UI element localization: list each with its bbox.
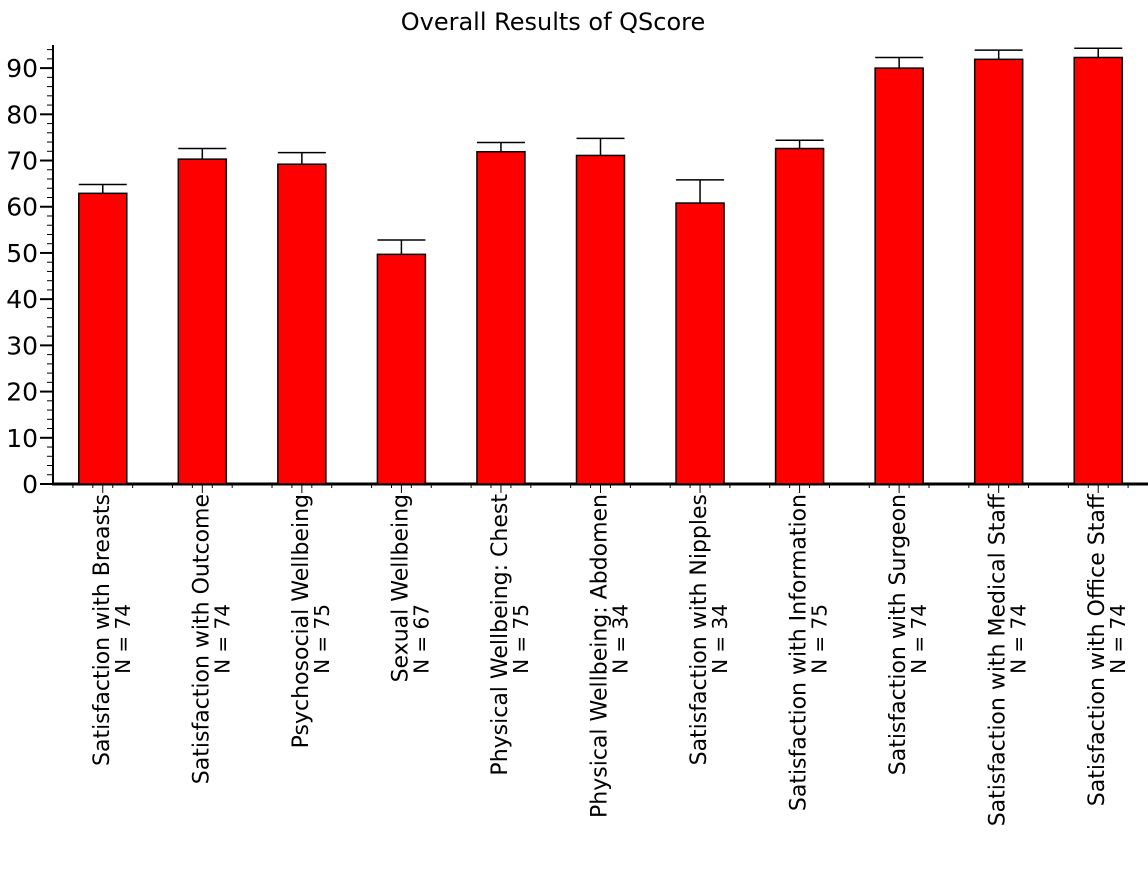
- bar: [476, 150, 526, 485]
- bar: [1073, 56, 1123, 485]
- bar: [575, 154, 626, 485]
- bar: [675, 202, 725, 485]
- y-tick-label: 30: [6, 331, 38, 360]
- bar: [874, 67, 924, 485]
- n-label: N = 75: [808, 604, 832, 674]
- n-label: N = 67: [409, 604, 433, 674]
- y-tick-label: 40: [6, 285, 38, 314]
- category-label: Psychosocial Wellbeing: [289, 494, 314, 748]
- n-label: N = 74: [1106, 604, 1130, 674]
- n-label: N = 74: [111, 604, 135, 674]
- bar: [973, 58, 1024, 485]
- y-tick-label: 50: [6, 239, 38, 268]
- error-bars: [78, 47, 1123, 255]
- n-label: N = 34: [708, 604, 732, 674]
- n-label: N = 74: [907, 604, 931, 674]
- bar: [78, 192, 128, 485]
- y-tick-label: 80: [6, 100, 38, 129]
- category-label: Sexual Wellbeing: [388, 494, 413, 682]
- n-label: N = 75: [509, 604, 533, 674]
- y-tick-label: 10: [6, 424, 38, 453]
- n-label: N = 75: [310, 604, 334, 674]
- bar: [774, 147, 825, 485]
- y-axis: 0 10 20 30 40 50 60 70 80 90: [6, 45, 54, 499]
- category-label: Physical Wellbeing: Abdomen: [588, 494, 613, 818]
- category-label: Satisfaction with Information: [787, 494, 812, 811]
- category-label: Satisfaction with Breasts: [90, 494, 115, 766]
- n-label: N = 74: [210, 604, 234, 674]
- category-label: Satisfaction with Outcome: [189, 494, 214, 784]
- category-label: Satisfaction with Office Staff: [1085, 493, 1110, 806]
- category-label: Satisfaction with Medical Staff: [986, 493, 1011, 826]
- y-tick-label: 90: [6, 54, 38, 83]
- y-tick-label: 0: [22, 470, 38, 499]
- category-label: Satisfaction with Surgeon: [886, 494, 911, 775]
- y-tick-label: 70: [6, 147, 38, 176]
- y-tick-label: 20: [6, 378, 38, 407]
- category-label: Satisfaction with Nipples: [687, 494, 712, 765]
- n-label: N = 74: [1007, 604, 1031, 674]
- bar: [177, 158, 228, 485]
- chart-title: Overall Results of QScore: [401, 8, 706, 36]
- n-label: N = 34: [609, 604, 633, 674]
- y-tick-label: 60: [6, 193, 38, 222]
- category-label: Physical Wellbeing: Chest: [488, 494, 513, 776]
- x-axis: [52, 482, 1148, 493]
- bars: [78, 56, 1123, 485]
- bar: [277, 163, 327, 485]
- bar: [376, 253, 427, 485]
